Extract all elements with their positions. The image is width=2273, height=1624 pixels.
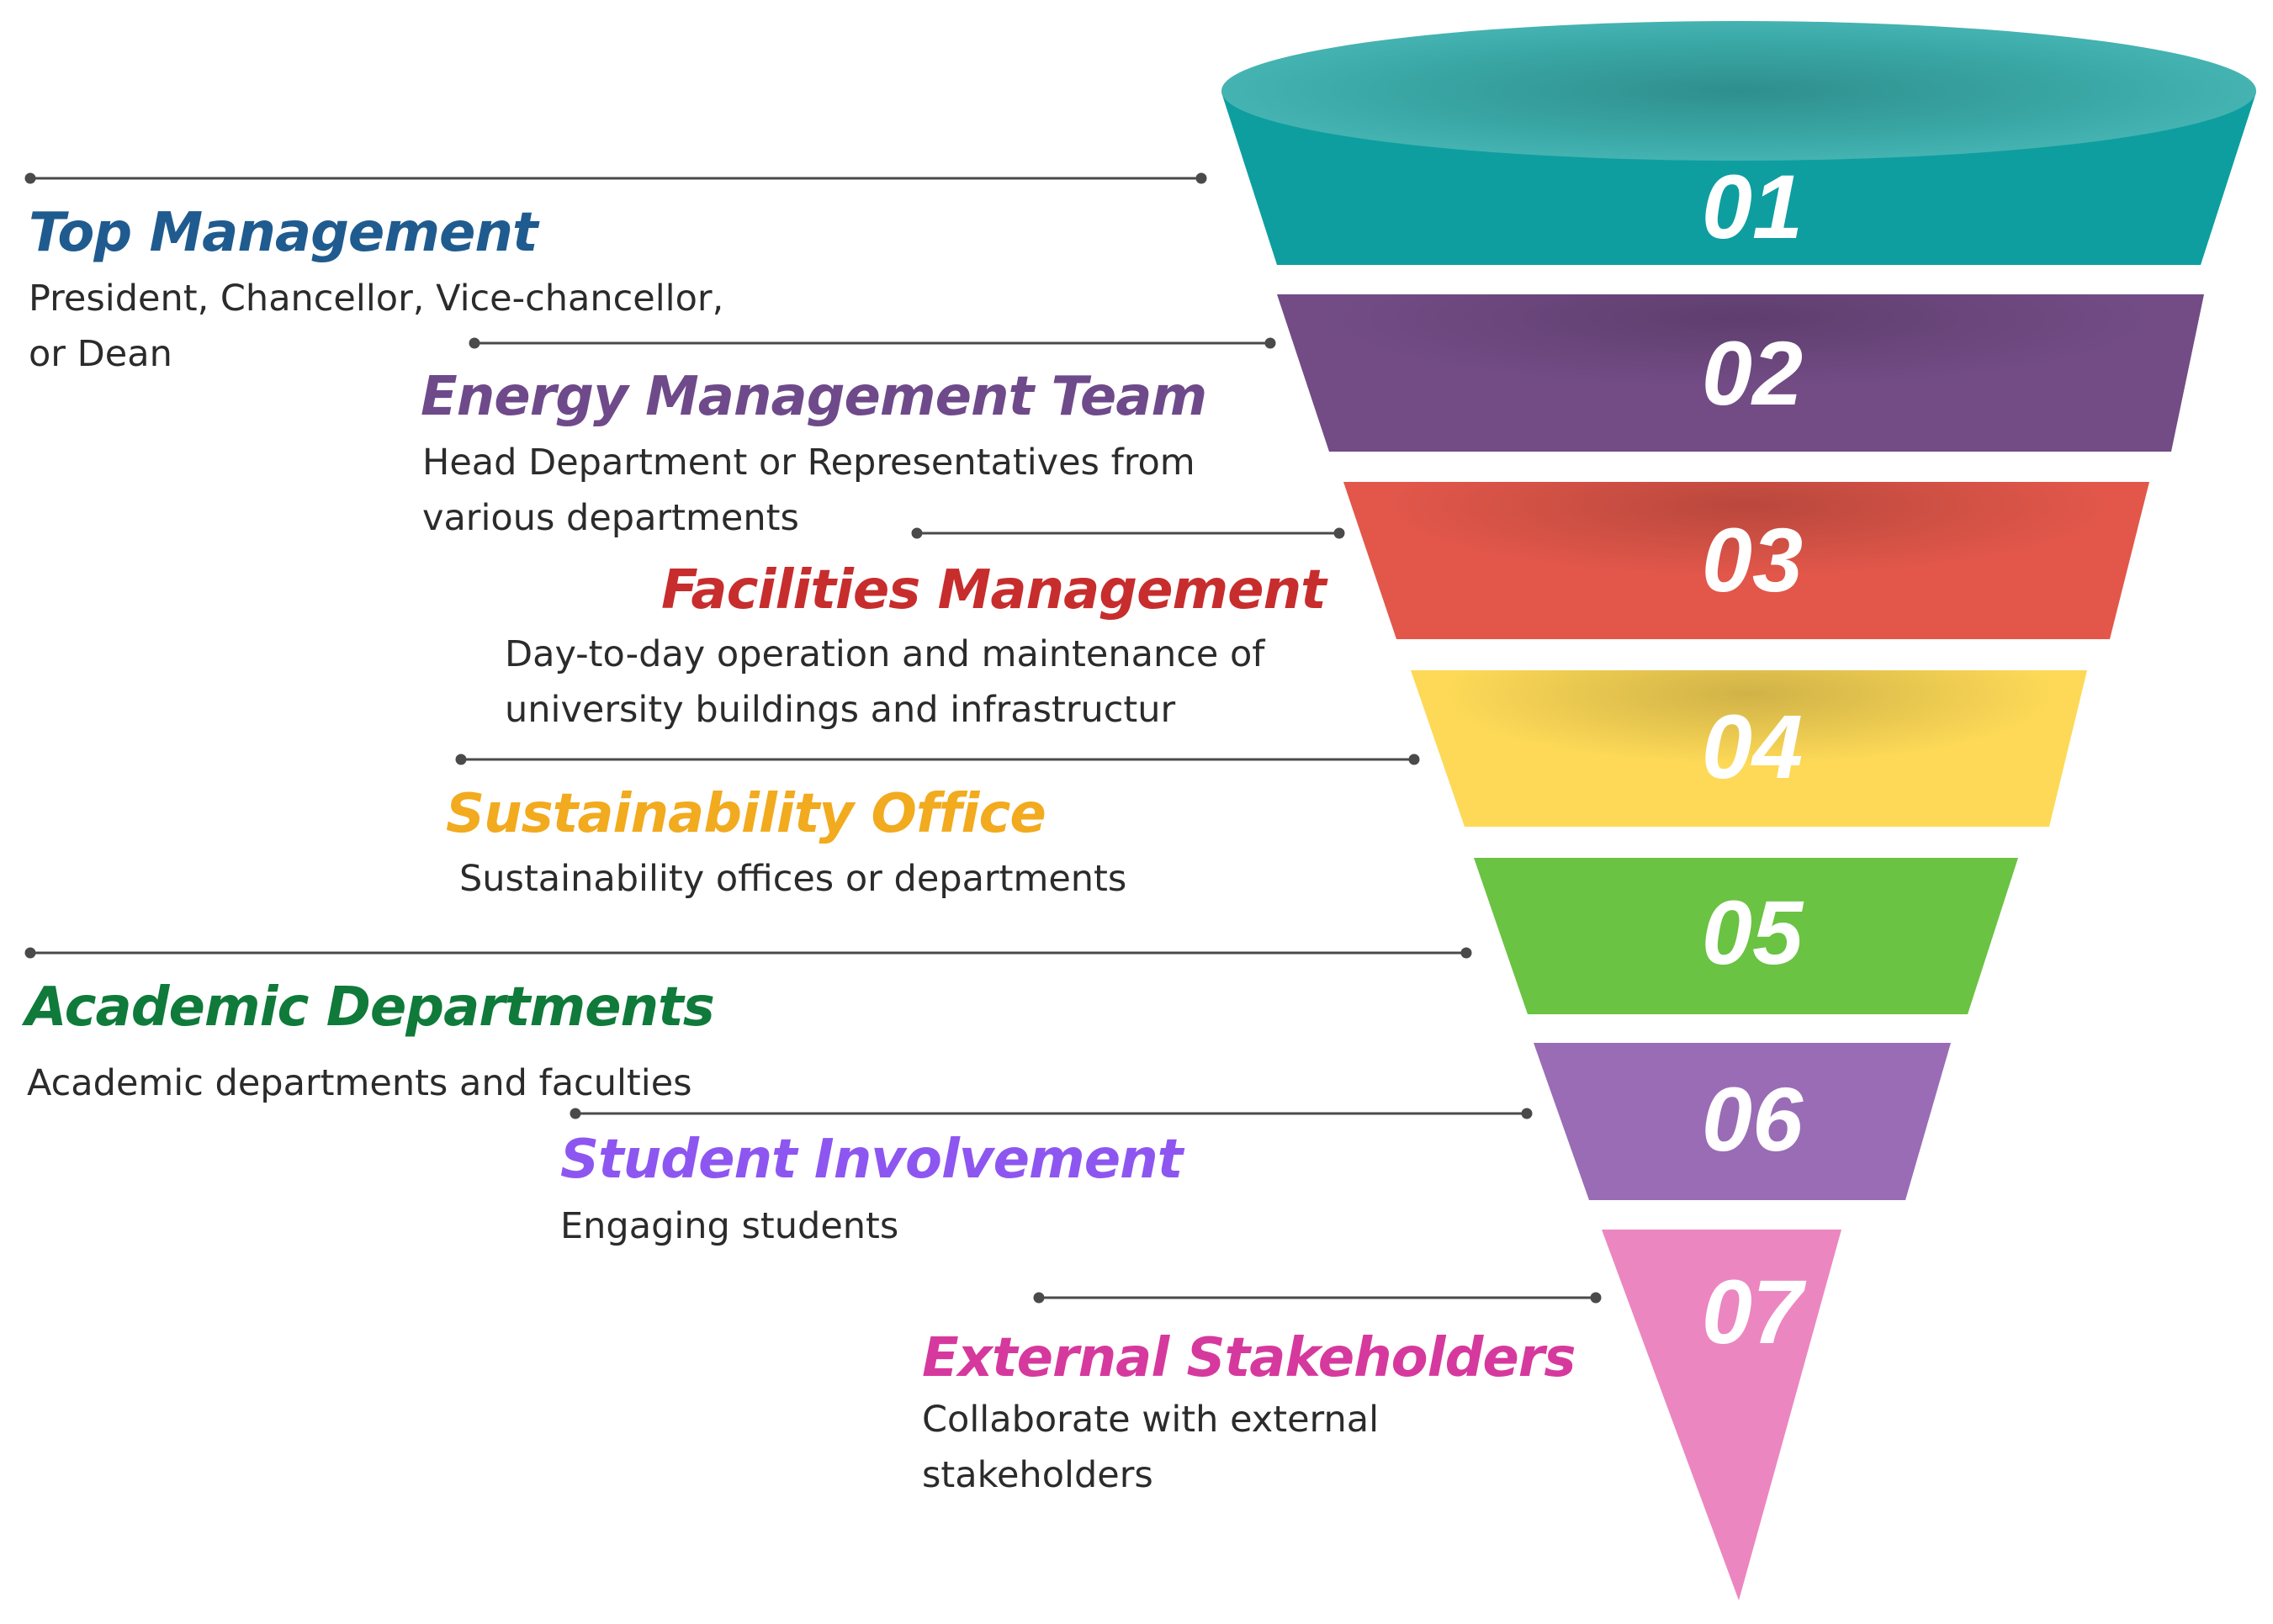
- funnel-top-ellipse: [1221, 21, 2256, 161]
- funnel-band-06: [1534, 1043, 1951, 1200]
- stage-description-facilities-management: Day-to-day operation and maintenance of …: [505, 633, 1265, 731]
- funnel-band-07: [1602, 1230, 1841, 1600]
- stage-numbers: 01 02 03 04 05 06 07: [1702, 156, 1807, 1362]
- funnel-band-03-shade: [1343, 482, 2149, 639]
- connector-line-05: [24, 947, 1472, 959]
- stage-description-energy-management-team: Head Department or Representatives from …: [422, 442, 1195, 539]
- stage-number-03: 03: [1702, 509, 1803, 611]
- connector-line-01: [24, 172, 1207, 184]
- connector-line-06: [570, 1108, 1533, 1119]
- stage-title-facilities-management: Facilities Management: [661, 559, 1327, 622]
- stage-number-02: 02: [1702, 322, 1803, 424]
- stage-number-01: 01: [1702, 156, 1803, 257]
- stage-title-energy-management-team: Energy Management Team: [421, 366, 1207, 428]
- stage-description-top-management: President, Chancellor, Vice-chancellor, …: [29, 278, 724, 375]
- connector-line-02: [469, 337, 1276, 349]
- stage-number-04: 04: [1702, 696, 1803, 797]
- stage-number-07: 07: [1702, 1261, 1807, 1362]
- stage-number-06: 06: [1702, 1068, 1804, 1170]
- connector-line-03: [911, 527, 1345, 539]
- funnel-band-05: [1474, 858, 2018, 1014]
- connector-line-04: [455, 754, 1420, 765]
- stage-description-student-involvement: Engaging students: [560, 1205, 899, 1247]
- stage-title-sustainability-office: Sustainability Office: [446, 783, 1046, 845]
- funnel-band-02-shade: [1277, 294, 2204, 452]
- connector-line-07: [1033, 1292, 1602, 1304]
- stage-title-student-involvement: Student Involvement: [560, 1129, 1183, 1191]
- connector-lines: [24, 172, 1602, 1304]
- funnel-band-04-shade: [1411, 670, 2087, 827]
- stage-description-sustainability-office: Sustainability offices or departments: [459, 858, 1127, 900]
- stage-description-academic-departments: Academic departments and faculties: [27, 1062, 692, 1104]
- stage-description-external-stakeholders: Collaborate with external stakeholders: [922, 1399, 1380, 1496]
- funnel-bands: [1221, 21, 2256, 1600]
- stage-title-academic-departments: Academic Departments: [25, 976, 715, 1039]
- stage-title-external-stakeholders: External Stakeholders: [922, 1327, 1576, 1389]
- stage-title-top-management: Top Management: [29, 202, 538, 264]
- stage-number-05: 05: [1702, 881, 1804, 983]
